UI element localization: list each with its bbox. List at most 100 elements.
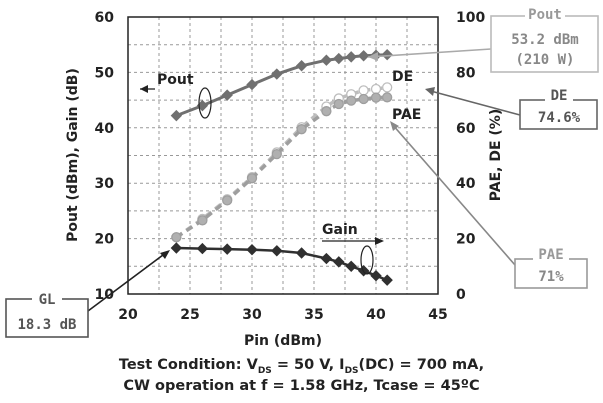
y-axis-right-label: PAE, DE (%) xyxy=(488,109,504,201)
y-right-tick-label: 80 xyxy=(456,65,476,81)
x-tick-label: 30 xyxy=(242,307,262,323)
pae-callout-box xyxy=(514,258,588,289)
x-tick-label: 45 xyxy=(428,307,447,323)
pae-callout-title: PAE xyxy=(538,247,563,263)
pout-curve-marker xyxy=(198,87,212,119)
test-condition-sub-a: DS xyxy=(257,365,272,376)
y-right-tick-label: 60 xyxy=(456,121,476,137)
test-condition-text-a: Test Condition: V xyxy=(118,357,258,373)
gl-callout-arrow xyxy=(87,251,168,312)
pout-annotation: Pout xyxy=(157,72,194,88)
de-callout-value: 74.6% xyxy=(538,110,581,126)
gl-callout-arrowhead xyxy=(160,250,170,259)
pout-arrowhead xyxy=(140,85,148,93)
pae-point xyxy=(222,195,233,206)
de-callout-arrow xyxy=(426,89,521,116)
pae-callout-value: 71% xyxy=(538,269,564,285)
pout-point xyxy=(221,89,233,101)
pout-point xyxy=(333,52,345,65)
gain-point xyxy=(381,274,393,286)
de-callout-box xyxy=(519,99,598,130)
de-point xyxy=(370,83,382,95)
pout-callout-arrowhead xyxy=(368,52,378,61)
gain-point xyxy=(370,270,382,282)
de-point xyxy=(382,82,393,93)
pout-point xyxy=(295,60,308,72)
de-callout-title-bg xyxy=(545,88,573,104)
pout-series-line xyxy=(175,53,388,118)
gain-point xyxy=(246,243,258,256)
y-left-tick-label: 10 xyxy=(95,287,115,303)
y-right-tick-label: 20 xyxy=(456,232,476,248)
pout-callout-title-bg xyxy=(525,6,565,24)
y-left-tick-label: 20 xyxy=(95,232,115,248)
gain-point xyxy=(271,245,283,257)
y-axis-left-label: Pout (dBm), Gain (dB) xyxy=(65,68,81,242)
pout-callout-line1: 53.2 dBm xyxy=(511,32,578,48)
test-condition-line2: CW operation at f = 1.58 GHz, Tcase = 45… xyxy=(123,378,480,394)
gain-point xyxy=(333,256,345,268)
de-point xyxy=(358,85,369,96)
pout-point xyxy=(246,78,258,91)
gain-series-line xyxy=(176,246,388,282)
series-layer xyxy=(170,48,393,286)
pout-point xyxy=(170,109,183,122)
x-axis-label: Pin (dBm) xyxy=(244,333,322,349)
test-condition-text-b: = 50 V, I xyxy=(271,357,345,373)
pae-point xyxy=(246,173,258,184)
pae-series-line xyxy=(175,95,388,239)
gain-curve-marker xyxy=(360,245,374,275)
test-condition-sub-b: DS xyxy=(344,365,359,376)
pae-callout-arrow xyxy=(391,123,516,266)
gain-point xyxy=(221,243,233,255)
y-right-tick-label: 0 xyxy=(456,287,466,303)
y-left-tick-label: 50 xyxy=(95,65,115,81)
x-tick-label: 20 xyxy=(118,307,138,323)
y-left-tick-label: 40 xyxy=(95,121,115,137)
pae-point xyxy=(271,148,282,160)
pae-callout-title-bg xyxy=(533,247,569,263)
pae-point xyxy=(197,215,208,226)
y-right-tick-label: 40 xyxy=(456,176,476,192)
gl-callout-box xyxy=(5,298,89,338)
test-condition-text-c: (DC) = 700 mA, xyxy=(358,357,485,373)
pout-point xyxy=(381,48,393,61)
pae-point xyxy=(296,124,307,135)
x-tick-label: 25 xyxy=(180,307,199,323)
gain-point xyxy=(345,260,357,273)
pae-point xyxy=(171,232,182,243)
x-tick-label: 35 xyxy=(304,307,323,323)
pout-point xyxy=(357,50,370,62)
gain-point xyxy=(295,247,308,259)
gl-callout-value: 18.3 dB xyxy=(17,317,76,333)
y-left-tick-label: 60 xyxy=(95,10,115,26)
pae-annotation: PAE xyxy=(392,107,421,123)
pae-point xyxy=(358,93,369,105)
gl-callout-title-bg xyxy=(32,291,62,305)
gain-annotation: Gain xyxy=(322,222,358,238)
pae-point xyxy=(346,95,357,106)
pout-point xyxy=(271,68,283,80)
gain-arrowhead xyxy=(375,237,384,245)
pout-point xyxy=(345,51,357,63)
pae-callout-arrowhead xyxy=(390,121,399,131)
pae-point xyxy=(333,98,344,110)
pae-point xyxy=(370,92,382,103)
pout-callout-title: Pout xyxy=(528,7,562,23)
pae-point xyxy=(321,106,332,117)
pout-callout-arrow xyxy=(367,48,492,58)
y-left-tick-label: 30 xyxy=(95,176,115,192)
gain-point xyxy=(170,242,183,254)
de-callout-title: DE xyxy=(551,88,568,104)
pout-callout-line2: (210 W) xyxy=(515,52,574,68)
plot-frame xyxy=(127,16,439,295)
pout-point xyxy=(320,54,333,66)
gl-callout-title: GL xyxy=(39,292,56,308)
gain-point xyxy=(320,252,333,265)
pae-point xyxy=(382,92,393,103)
de-annotation: DE xyxy=(392,69,413,85)
x-tick-label: 40 xyxy=(366,307,386,323)
test-condition-line1: Test Condition: VDS = 50 V, IDS(DC) = 70… xyxy=(0,357,603,376)
